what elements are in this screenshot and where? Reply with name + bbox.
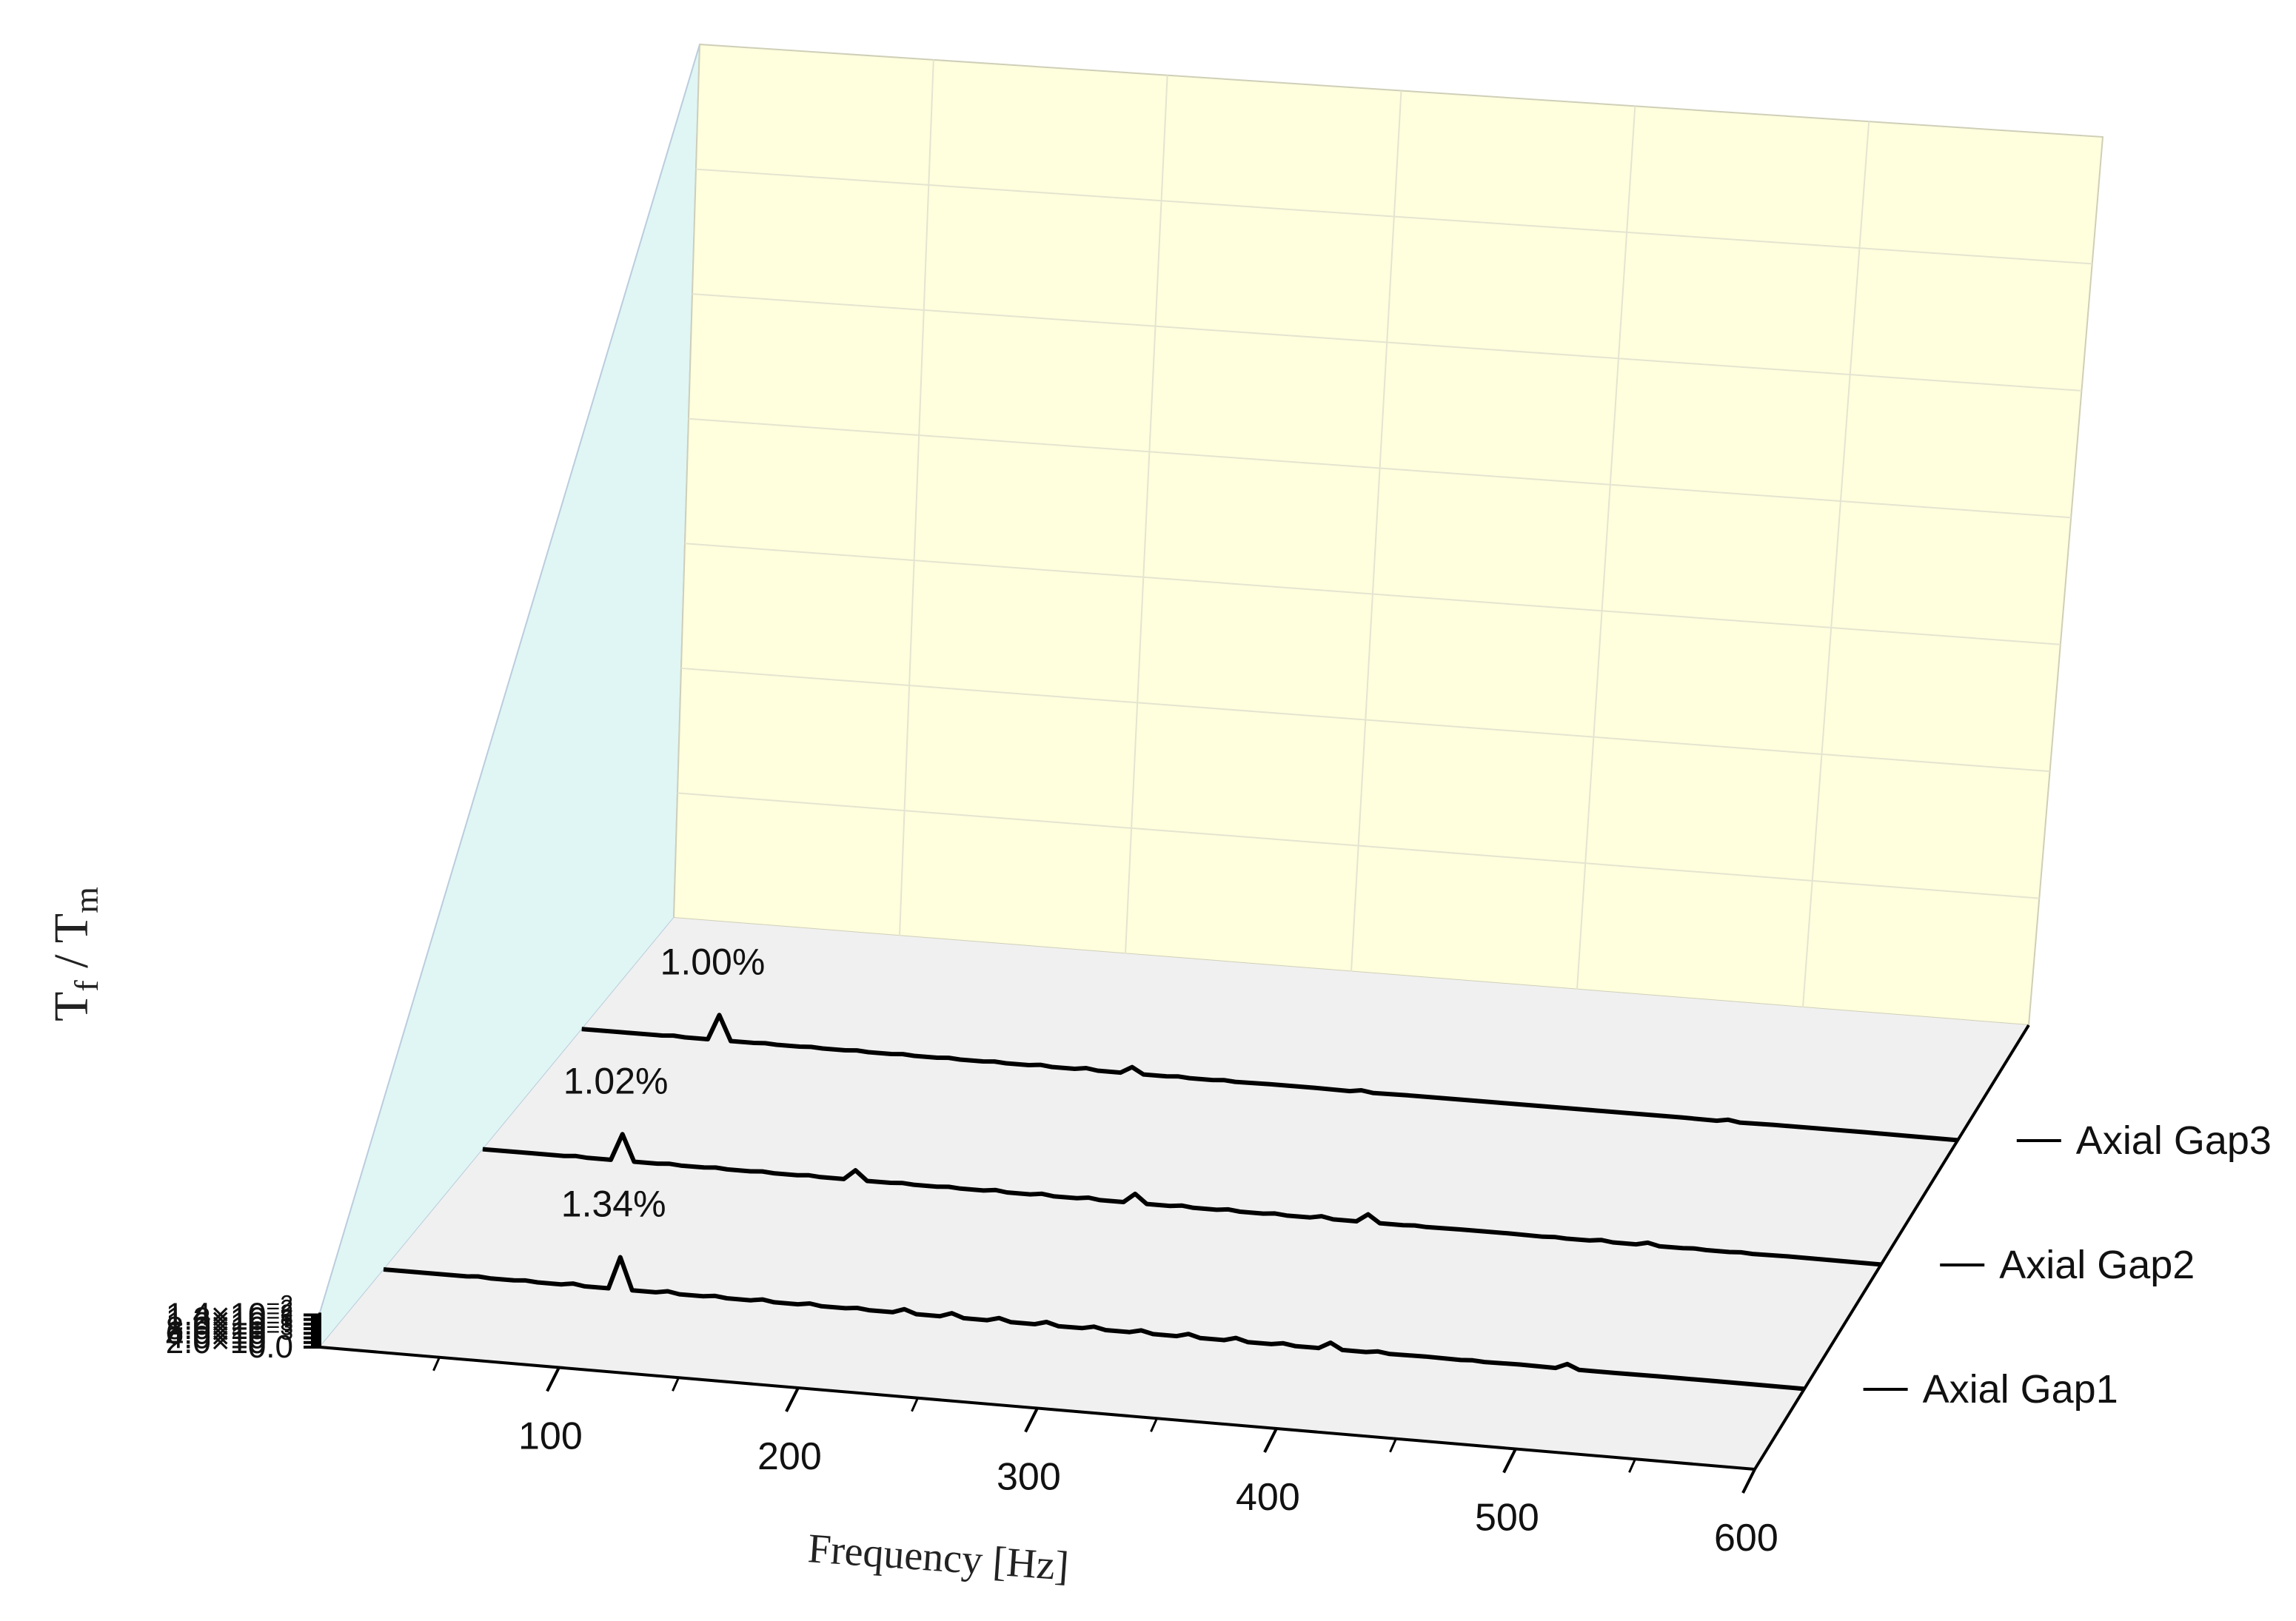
- series-label-3: Axial Gap3: [2076, 1118, 2272, 1163]
- x-minor-tick: [1628, 1458, 1636, 1473]
- x-minor-tick: [1150, 1417, 1158, 1432]
- chart-back-wall: [672, 43, 2104, 1027]
- x-minor-tick: [432, 1357, 441, 1372]
- peak-annotation-1: 1.34%: [561, 1184, 666, 1225]
- x-tick-label: 500: [1475, 1497, 1539, 1540]
- x-tick: [1024, 1407, 1039, 1433]
- series-line-1: [383, 1255, 1804, 1392]
- x-tick-label: 600: [1714, 1517, 1778, 1560]
- x-tick-label: 400: [1236, 1476, 1300, 1519]
- y-tick-label: 8.0×10−3: [166, 1304, 293, 1346]
- x-tick: [1741, 1469, 1756, 1494]
- x-tick: [1502, 1448, 1517, 1474]
- y-tick-label: 1.4×10−2: [166, 1290, 293, 1332]
- x-tick-label: 100: [518, 1415, 583, 1458]
- back-grid-vline: [1576, 106, 1636, 990]
- x-tick: [546, 1366, 560, 1392]
- y-tick-label: 6.0×10−3: [166, 1309, 293, 1351]
- x-minor-tick: [1389, 1438, 1397, 1453]
- x-tick: [785, 1387, 800, 1412]
- back-grid-hline: [695, 168, 2092, 265]
- back-grid-vline: [1351, 90, 1402, 972]
- back-grid-vline: [1125, 75, 1168, 954]
- back-grid-vline: [1802, 121, 1870, 1007]
- back-wall-grid: [677, 59, 2092, 1007]
- series-line-2: [482, 1132, 1881, 1267]
- x-minor-tick: [911, 1397, 919, 1412]
- label-layer: Axial Gap3 Axial Gap2 Axial Gap1 1.34% 1.02%…: [561, 941, 2272, 1412]
- peak-annotation-3: 1.00%: [660, 941, 766, 982]
- back-grid-hline: [692, 293, 2082, 392]
- x-axis-title: Frequency [Hz]: [806, 1526, 1070, 1589]
- y-axis-title-text: Tf / Tm: [44, 887, 105, 1021]
- x-tick-label: 200: [757, 1435, 822, 1478]
- depth-axis: [1753, 1024, 2030, 1471]
- axis-layer: 100 200 300 400 500 600 0.02.0×10−34.0×10−36.0…: [166, 1024, 2030, 1560]
- back-grid-vline: [899, 59, 934, 936]
- y-tick-label: 1.0×10−2: [166, 1300, 293, 1342]
- series-label-2: Axial Gap2: [1999, 1243, 2195, 1287]
- x-tick-label: 300: [997, 1456, 1061, 1499]
- series-line-3: [581, 1013, 1958, 1143]
- chart-floor: [320, 918, 2029, 1469]
- y-tick-label: 1.2×10−2: [166, 1295, 293, 1338]
- series-layer: [383, 1013, 1958, 1392]
- y-tick-label: 2.0×10−3: [166, 1318, 293, 1360]
- y-tick-label: 4.0×10−3: [166, 1314, 293, 1356]
- x-minor-tick: [672, 1377, 680, 1392]
- back-grid-hline: [680, 667, 2050, 773]
- series-label-1: Axial Gap1: [1923, 1367, 2118, 1412]
- back-grid-hline: [677, 792, 2040, 899]
- x-tick: [1263, 1428, 1278, 1453]
- back-grid-hline: [684, 543, 2061, 645]
- back-grid-hline: [688, 417, 2072, 519]
- y-tick-label: 0.0: [248, 1329, 293, 1365]
- peak-annotation-2: 1.02%: [563, 1060, 669, 1101]
- y-axis-title: Tf / Tm: [44, 887, 105, 1021]
